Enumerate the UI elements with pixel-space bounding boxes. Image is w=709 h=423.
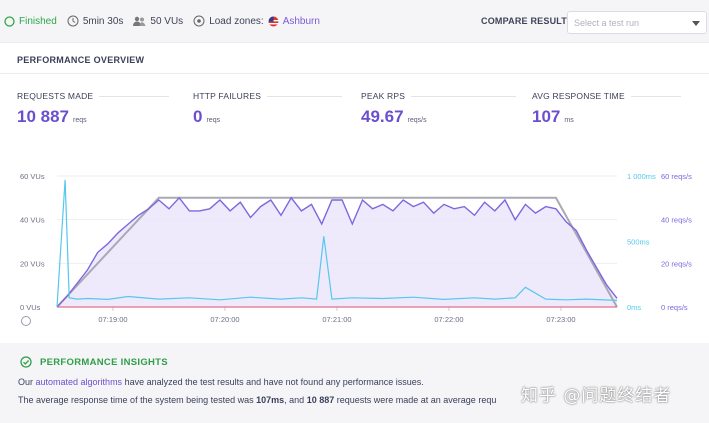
x-tick-label: 07:20:00: [210, 315, 239, 324]
metric-avg-response: AVG RESPONSE TIME 107 ms: [532, 91, 681, 127]
compare-result-label: COMPARE RESULT: [481, 16, 567, 26]
axis-clock-icon: [21, 316, 31, 326]
select-placeholder: Select a test run: [574, 18, 640, 28]
metric-label: PEAK RPS: [361, 91, 406, 101]
check-circle-icon: [20, 356, 32, 368]
x-tick-label: 07:19:00: [98, 315, 127, 324]
metric-peak-rps: PEAK RPS 49.67 reqs/s: [361, 91, 517, 127]
metric-unit: reqs/s: [407, 117, 427, 124]
metric-value: 0: [193, 107, 203, 126]
y-right-ms-tick-label: 0ms: [627, 303, 641, 312]
metric-label: HTTP FAILURES: [193, 91, 262, 101]
y-right-rps-tick-label: 20 reqs/s: [661, 259, 692, 268]
x-tick-label: 07:22:00: [434, 315, 463, 324]
vus-line: [56, 196, 618, 308]
insight-line-1: Our automated algorithms have analyzed t…: [18, 377, 424, 387]
status-finished: Finished: [4, 16, 57, 27]
watermark: 知乎 @问题终结者: [521, 386, 672, 406]
top-bar: Finished 5min 30s 50 VUs Load zones: Ash…: [0, 0, 709, 42]
metric-label: REQUESTS MADE: [17, 91, 94, 101]
status-circle-icon: [4, 15, 15, 27]
metric-failures: HTTP FAILURES 0 reqs: [193, 91, 343, 127]
us-flag-icon: [268, 16, 279, 26]
map-pin-icon: [193, 15, 205, 27]
insights-title: PERFORMANCE INSIGHTS: [20, 356, 168, 368]
metric-value: 107: [532, 107, 561, 126]
metric-value: 10 887: [17, 107, 69, 126]
performance-insights: PERFORMANCE INSIGHTS Our automated algor…: [0, 343, 709, 423]
y-right-ms-tick-label: 1 000ms: [627, 172, 656, 181]
metric-requests: REQUESTS MADE 10 887 reqs: [17, 91, 170, 127]
load-zones: Load zones: Ashburn: [193, 15, 320, 27]
divider: [0, 73, 709, 74]
clock-icon: [67, 15, 79, 27]
y-right-rps-tick-label: 40 reqs/s: [661, 216, 692, 225]
vus-count: 50 VUs: [133, 16, 183, 27]
load-zone-link[interactable]: Ashburn: [282, 15, 320, 27]
panel-title: PERFORMANCE OVERVIEW: [17, 55, 145, 65]
chevron-down-icon: [692, 21, 700, 26]
y-right-rps-tick-label: 60 reqs/s: [661, 172, 692, 181]
x-tick-label: 07:23:00: [546, 315, 575, 324]
y-left-tick-label: 0 VUs: [20, 303, 41, 312]
duration: 5min 30s: [67, 15, 123, 27]
insight-line-2: The average response time of the system …: [18, 395, 497, 405]
metric-label: AVG RESPONSE TIME: [532, 91, 625, 101]
rps-area: [57, 197, 617, 307]
metric-unit: reqs: [206, 117, 221, 124]
y-left-tick-label: 20 VUs: [20, 259, 45, 268]
response-time-line: [56, 179, 618, 308]
y-right-ms-tick-label: 500ms: [627, 238, 650, 247]
metric-unit: reqs: [73, 117, 87, 124]
performance-chart: 0 VUs 20 VUs 40 VUs 60 VUs 0 reqs/s 20 reqs/s…: [20, 172, 692, 326]
metric-value: 49.67: [361, 107, 404, 126]
performance-overview-panel: PERFORMANCE OVERVIEW REQUESTS MADE 10 88…: [0, 42, 709, 343]
y-left-tick-label: 40 VUs: [20, 216, 45, 225]
y-left-tick-label: 60 VUs: [20, 172, 45, 181]
test-run-select[interactable]: Select a test run: [567, 11, 707, 34]
x-tick-label: 07:21:00: [322, 315, 351, 324]
automated-algorithms-link[interactable]: automated algorithms: [35, 377, 123, 387]
y-right-rps-tick-label: 0 reqs/s: [661, 303, 688, 312]
rps-line: [56, 196, 618, 308]
metric-unit: ms: [564, 117, 574, 124]
users-icon: [133, 16, 146, 26]
